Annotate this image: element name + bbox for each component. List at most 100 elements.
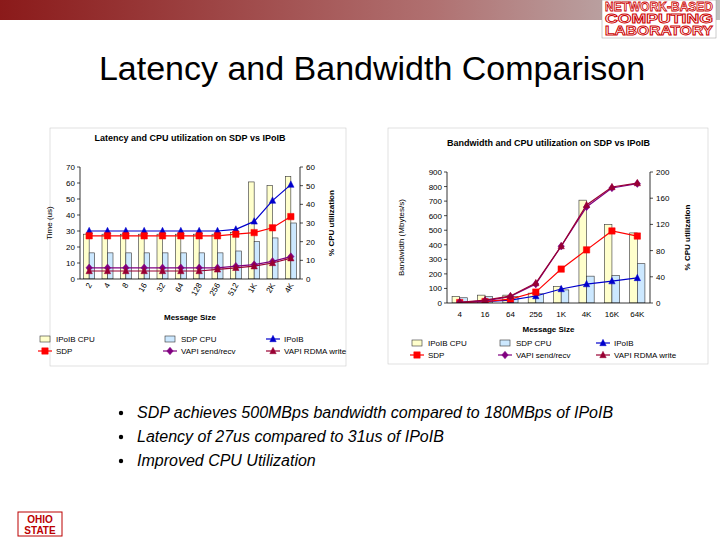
y2-tick <box>300 260 303 261</box>
x-tick-label: 1K <box>246 281 259 295</box>
y2-tick <box>300 223 303 224</box>
series-line <box>460 231 638 303</box>
legend-label: VAPI send/recv <box>181 347 236 356</box>
series-line <box>89 217 291 236</box>
marker <box>214 266 220 272</box>
bar <box>230 232 236 279</box>
y-tick-label: 0 <box>71 275 76 284</box>
marker <box>104 267 110 273</box>
legend-label: SDP CPU <box>516 339 552 348</box>
bar <box>285 176 291 279</box>
marker <box>583 201 589 207</box>
x-tick-label: 1K <box>556 310 566 319</box>
legend-swatch <box>500 340 510 346</box>
y2-tick-label: 40 <box>306 200 315 209</box>
x-tick-label: 64 <box>173 281 186 294</box>
y-tick-label: 800 <box>429 183 443 192</box>
marker <box>482 296 488 302</box>
marker <box>251 218 257 224</box>
y2-tick <box>300 167 303 168</box>
marker <box>159 267 165 273</box>
y2-tick-label: 20 <box>306 238 315 247</box>
y2-tick-label: 0 <box>656 299 661 308</box>
marker <box>178 233 184 239</box>
y-tick-label: 30 <box>66 227 75 236</box>
marker <box>456 299 462 303</box>
marker <box>507 293 513 301</box>
slide: NETWORK-BASEDCOMPUTINGLABORATORYLatency … <box>0 0 720 540</box>
marker <box>269 259 275 265</box>
y-tick <box>77 263 80 264</box>
chart-frame <box>388 128 708 364</box>
y-axis <box>447 172 448 303</box>
series-line <box>460 278 638 303</box>
marker <box>634 180 640 188</box>
y2-tick <box>650 303 653 304</box>
y-tick-label: 60 <box>66 179 75 188</box>
y2-tick-label: 0 <box>306 275 311 284</box>
footer-logo-box <box>18 512 62 536</box>
y-tick-label: 20 <box>66 243 75 252</box>
y-tick-label: 40 <box>66 211 75 220</box>
marker <box>251 263 257 269</box>
marker <box>634 179 640 185</box>
legend-label: VAPI RDMA write <box>284 347 347 356</box>
x-tick-label: 256 <box>529 310 543 319</box>
y2-tick-label: 80 <box>656 247 665 256</box>
footer-logo-text: OHIO <box>27 514 53 525</box>
bar <box>637 264 645 303</box>
y2-tick <box>650 198 653 199</box>
bar <box>587 276 595 303</box>
x-tick-label: 64 <box>506 310 515 319</box>
marker <box>600 339 606 345</box>
bullet-text: SDP achieves 500MBps bandwidth compared … <box>137 404 613 421</box>
y-tick <box>77 167 80 168</box>
marker <box>288 255 294 261</box>
x-tick-label: 4K <box>283 281 296 295</box>
y-tick-label: 10 <box>66 259 75 268</box>
marker <box>270 335 276 341</box>
legend-label: VAPI send/recv <box>516 351 571 360</box>
footer-logo-text: STATE <box>24 525 56 536</box>
legend-swatch <box>165 336 175 342</box>
y-tick-label: 400 <box>429 241 443 250</box>
marker <box>104 233 110 239</box>
marker <box>609 228 615 234</box>
y-tick <box>444 172 447 173</box>
x-tick-label: 512 <box>226 281 241 298</box>
legend-swatch <box>412 340 422 346</box>
y2-tick <box>300 241 303 242</box>
y-tick <box>444 230 447 231</box>
x-tick-label: 128 <box>189 281 204 298</box>
y-tick <box>77 183 80 184</box>
series-line <box>89 185 291 231</box>
chart-title: Latency and CPU utilization on SDP vs IP… <box>95 133 286 143</box>
y-tick <box>444 244 447 245</box>
bullet-dot <box>119 411 123 415</box>
marker <box>86 233 92 239</box>
y-tick <box>77 247 80 248</box>
x-tick-label: 16 <box>137 281 150 294</box>
y2-tick <box>650 250 653 251</box>
y-tick <box>444 259 447 260</box>
y-tick <box>77 199 80 200</box>
x-tick-label: 16 <box>481 310 490 319</box>
y2-tick <box>300 204 303 205</box>
legend-label: VAPI RDMA write <box>614 351 677 360</box>
y-tick-label: 200 <box>429 270 443 279</box>
marker <box>270 347 276 353</box>
y2-axis-label: % CPU utilization <box>327 190 336 256</box>
bar <box>291 223 297 279</box>
x-axis <box>447 303 650 304</box>
marker <box>269 197 275 203</box>
x-tick-label: 64K <box>630 310 645 319</box>
marker <box>141 267 147 273</box>
marker <box>233 262 239 270</box>
series-line <box>460 184 638 303</box>
y-tick-label: 600 <box>429 212 443 221</box>
slide-title: Latency and Bandwidth Comparison <box>99 49 645 87</box>
marker <box>178 267 184 273</box>
marker <box>288 213 294 219</box>
marker <box>583 247 589 253</box>
x-tick-label: 4K <box>582 310 592 319</box>
